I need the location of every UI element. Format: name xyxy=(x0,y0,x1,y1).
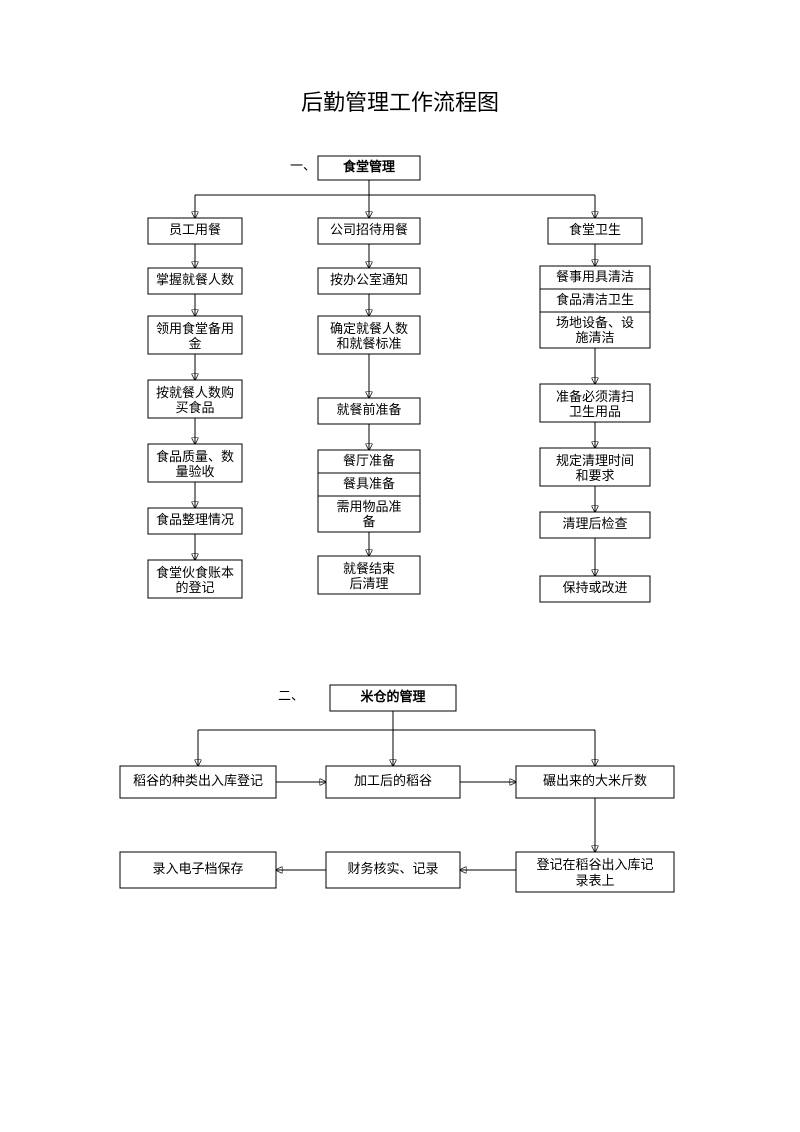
svg-text:和就餐标准: 和就餐标准 xyxy=(336,336,401,351)
svg-text:买食品: 买食品 xyxy=(175,400,214,415)
svg-text:掌握就餐人数: 掌握就餐人数 xyxy=(156,272,234,287)
svg-text:量验收: 量验收 xyxy=(175,464,214,479)
svg-text:食品清洁卫生: 食品清洁卫生 xyxy=(556,292,634,307)
svg-text:食堂管理: 食堂管理 xyxy=(343,159,395,174)
flow1-c1: 食堂卫生 xyxy=(548,218,642,244)
svg-text:和要求: 和要求 xyxy=(575,468,614,483)
svg-text:金: 金 xyxy=(188,336,201,351)
flow1-b3: 确定就餐人数 和就餐标准 xyxy=(318,316,420,354)
flow1-a2: 掌握就餐人数 xyxy=(148,268,242,294)
flow1-a5: 食品质量、数 量验收 xyxy=(148,444,242,482)
flow1-b4: 就餐前准备 xyxy=(318,398,420,424)
flow2-r1c2: 加工后的稻谷 xyxy=(326,766,460,798)
svg-text:就餐前准备: 就餐前准备 xyxy=(336,402,401,417)
flow1-a7: 食堂伙食账本 的登记 xyxy=(148,560,242,598)
flow2-r1c3: 碾出来的大米斤数 xyxy=(516,766,674,798)
svg-text:登记在稻谷出入库记: 登记在稻谷出入库记 xyxy=(536,857,653,872)
svg-text:备: 备 xyxy=(362,514,375,529)
svg-text:员工用餐: 员工用餐 xyxy=(169,222,221,237)
svg-text:碾出来的大米斤数: 碾出来的大米斤数 xyxy=(543,773,647,788)
svg-text:米仓的管理: 米仓的管理 xyxy=(360,689,425,704)
flow1-a1: 员工用餐 xyxy=(148,218,242,244)
svg-text:施清洁: 施清洁 xyxy=(575,330,614,345)
svg-text:录入电子档保存: 录入电子档保存 xyxy=(152,861,243,876)
flow1-c4: 规定清理时间 和要求 xyxy=(540,448,650,486)
svg-text:财务核实、记录: 财务核实、记录 xyxy=(347,861,438,876)
svg-text:食堂伙食账本: 食堂伙食账本 xyxy=(156,565,234,580)
svg-text:的登记: 的登记 xyxy=(175,580,214,595)
svg-text:后清理: 后清理 xyxy=(349,576,388,591)
svg-text:卫生用品: 卫生用品 xyxy=(569,404,621,419)
svg-text:食品整理情况: 食品整理情况 xyxy=(156,512,234,527)
flow1-c2-stack: 餐事用具清洁 食品清洁卫生 场地设备、设 施清洁 xyxy=(540,266,650,348)
flow1-a6: 食品整理情况 xyxy=(148,508,242,534)
flow2-r2c1: 录入电子档保存 xyxy=(120,852,276,888)
flow2-r2c3: 登记在稻谷出入库记 录表上 xyxy=(516,852,674,892)
flow2-root: 米仓的管理 xyxy=(330,685,456,711)
flow1-root: 食堂管理 xyxy=(318,156,420,180)
flow2-r1c1: 稻谷的种类出入库登记 xyxy=(120,766,276,798)
svg-text:加工后的稻谷: 加工后的稻谷 xyxy=(354,773,432,788)
svg-text:需用物品准: 需用物品准 xyxy=(336,499,401,514)
svg-text:食堂卫生: 食堂卫生 xyxy=(569,222,621,237)
flow1-b5-stack: 餐厅准备 餐具准备 需用物品准 备 xyxy=(318,450,420,532)
svg-text:规定清理时间: 规定清理时间 xyxy=(556,453,634,468)
flow1-b2: 按办公室通知 xyxy=(318,268,420,294)
flow1-b1: 公司招待用餐 xyxy=(318,218,420,244)
flow1-c6: 保持或改进 xyxy=(540,576,650,602)
svg-text:餐事用具清洁: 餐事用具清洁 xyxy=(556,269,634,284)
svg-text:领用食堂备用: 领用食堂备用 xyxy=(156,321,234,336)
section2-number: 二、 xyxy=(278,688,304,703)
flow1-c5: 清理后检查 xyxy=(540,512,650,538)
svg-text:按就餐人数购: 按就餐人数购 xyxy=(156,385,234,400)
flow1-a4: 按就餐人数购 买食品 xyxy=(148,380,242,418)
svg-text:按办公室通知: 按办公室通知 xyxy=(330,272,408,287)
svg-text:保持或改进: 保持或改进 xyxy=(562,580,627,595)
svg-text:公司招待用餐: 公司招待用餐 xyxy=(330,222,408,237)
svg-text:场地设备、设: 场地设备、设 xyxy=(556,315,634,330)
svg-text:清理后检查: 清理后检查 xyxy=(562,516,627,531)
svg-text:食品质量、数: 食品质量、数 xyxy=(156,449,234,464)
svg-text:餐具准备: 餐具准备 xyxy=(343,476,395,491)
svg-text:准备必须清扫: 准备必须清扫 xyxy=(556,389,634,404)
page-title: 后勤管理工作流程图 xyxy=(301,90,499,115)
flow1-b6: 就餐结束 后清理 xyxy=(318,556,420,594)
svg-text:确定就餐人数: 确定就餐人数 xyxy=(330,321,408,336)
section1-number: 一、 xyxy=(290,158,316,173)
svg-text:就餐结束: 就餐结束 xyxy=(343,561,395,576)
svg-text:餐厅准备: 餐厅准备 xyxy=(343,453,395,468)
flow1-c3: 准备必须清扫 卫生用品 xyxy=(540,384,650,422)
svg-text:录表上: 录表上 xyxy=(575,873,614,888)
flow1-a3: 领用食堂备用 金 xyxy=(148,316,242,354)
flow2-r2c2: 财务核实、记录 xyxy=(326,852,460,888)
svg-text:稻谷的种类出入库登记: 稻谷的种类出入库登记 xyxy=(133,773,263,788)
